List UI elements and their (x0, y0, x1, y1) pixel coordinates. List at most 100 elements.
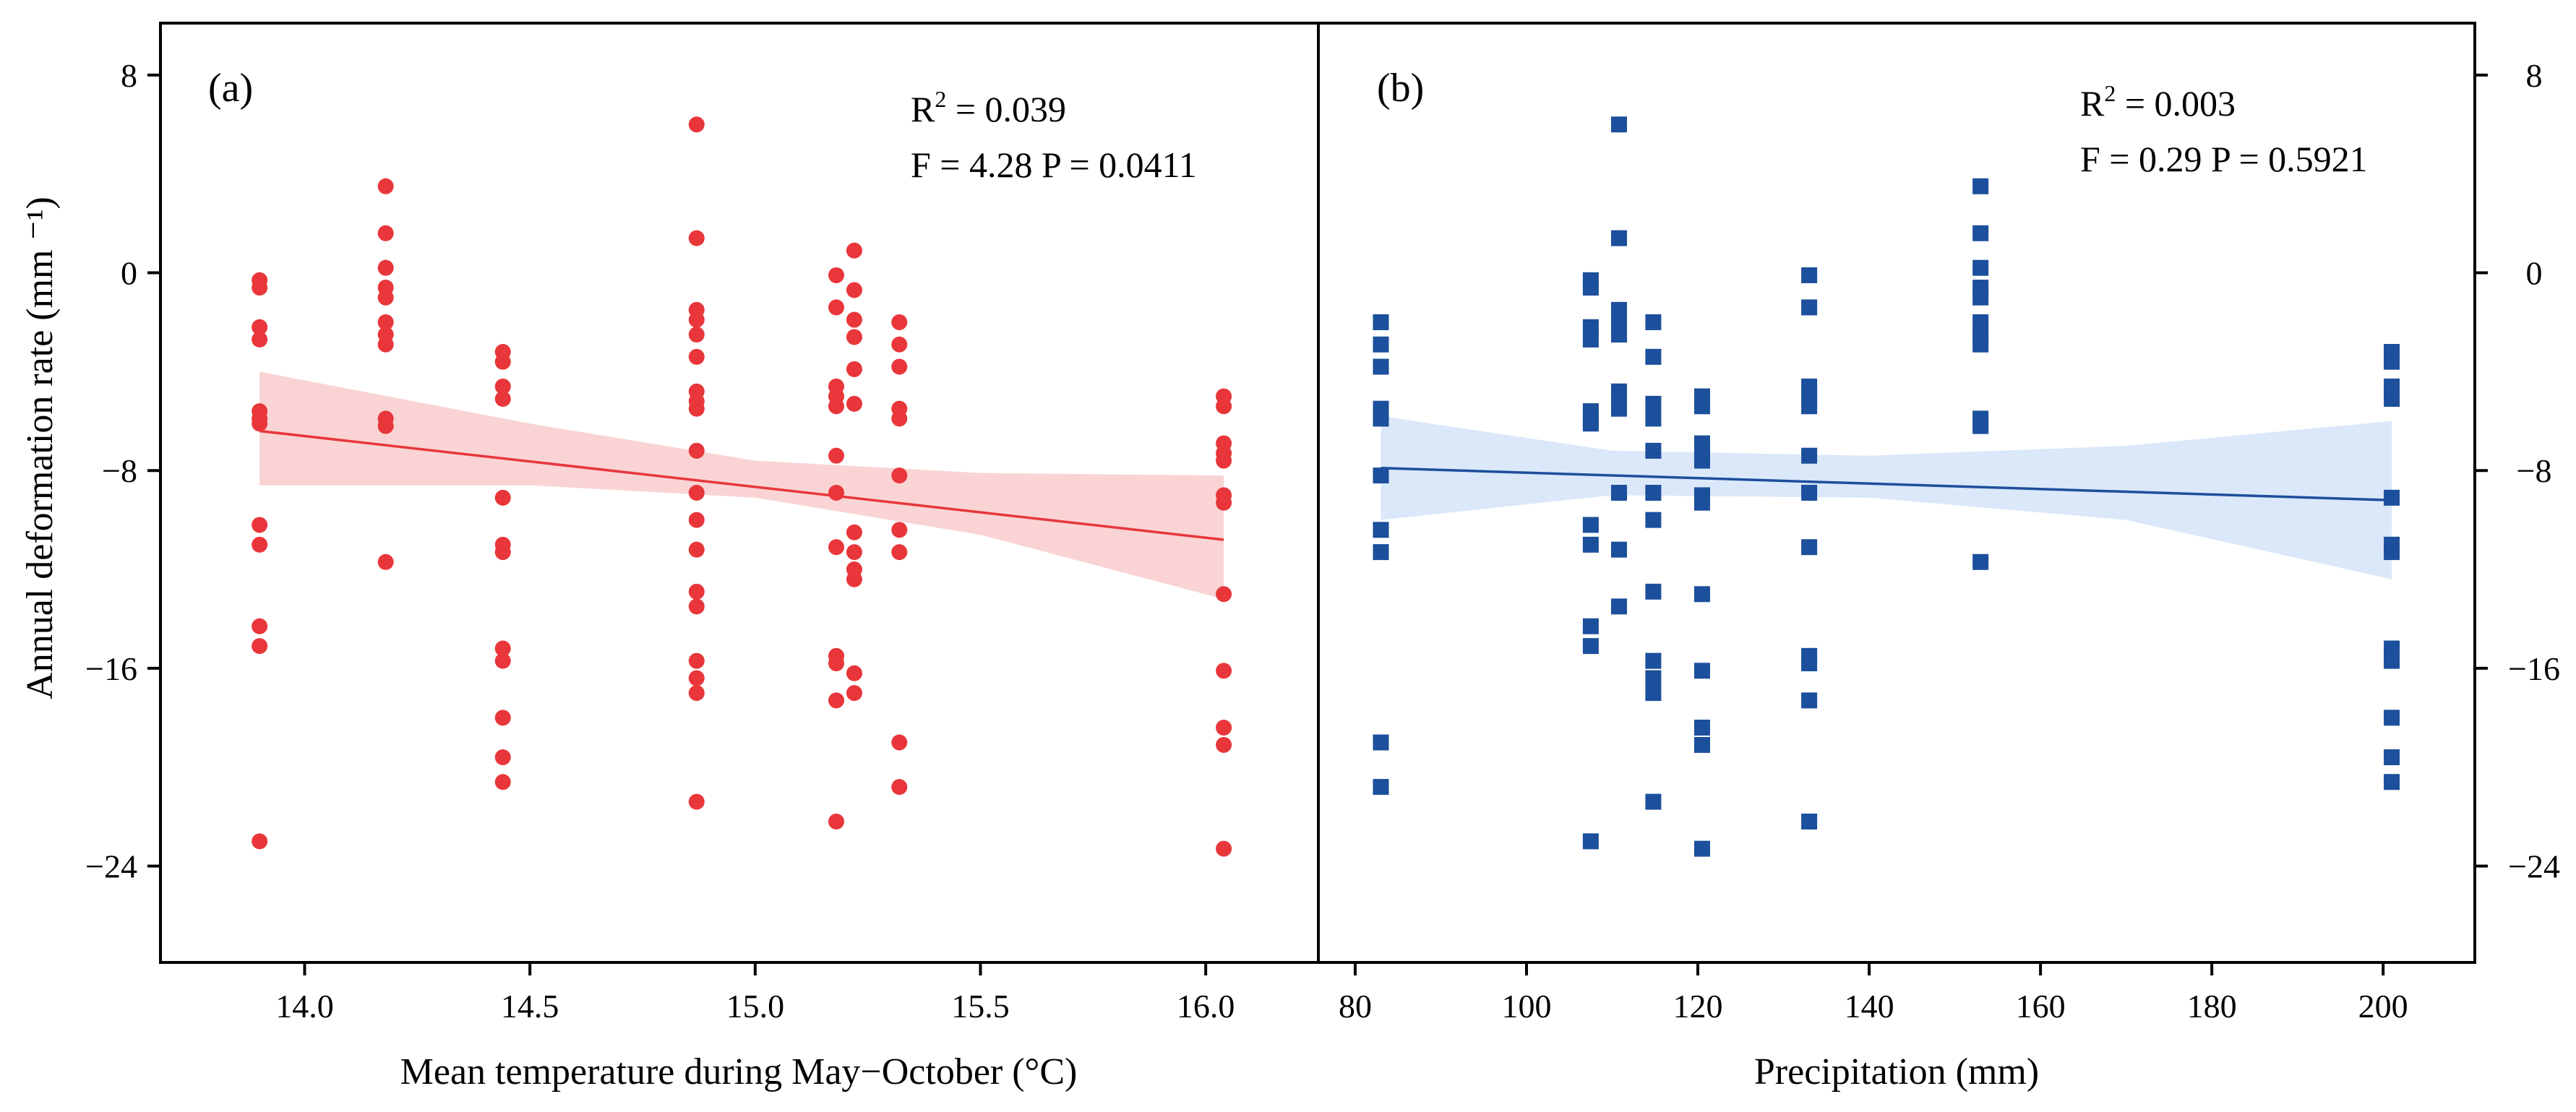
panel-a-data-point (891, 544, 908, 561)
panel-a-data-point (494, 489, 511, 506)
panel-b-data-point (1645, 512, 1662, 528)
panel-a-data-point (846, 311, 862, 328)
panel-b-data-point (1801, 539, 1818, 556)
panel-b-data-point (2384, 652, 2400, 669)
panel-a-data-point (688, 583, 705, 600)
panel-b-label: (b) (1377, 66, 1424, 111)
panel-a-data-point (494, 544, 511, 561)
panel-b-data-point (1611, 598, 1627, 615)
panel-a-data-point (846, 665, 862, 681)
panel-a-data-point (891, 779, 908, 796)
panel-a-data-point (252, 638, 268, 655)
panel-b-data-point (1373, 779, 1389, 796)
panel-b-data-point (2384, 749, 2400, 766)
panel-b-data-point (2384, 544, 2400, 561)
panel-a-y-tick-label: −16 (85, 650, 137, 687)
panel-a-data-point (688, 793, 705, 810)
panel-b-data-point (1972, 178, 1989, 194)
panel-a-data-point (688, 442, 705, 459)
panel-b-data-point (2384, 489, 2400, 506)
panel-b-data-point (1611, 485, 1627, 501)
panel-b-data-point (2384, 640, 2400, 657)
panel-b-data-point (1972, 553, 1989, 570)
panel-b-data-point (1645, 348, 1662, 365)
panel-b-y-tick-label: 8 (2526, 57, 2543, 94)
panel-b-f-p: F = 0.29 P = 0.5921 (2080, 139, 2368, 179)
panel-b-data-point (1693, 494, 1710, 511)
panel-a-x-tick-label: 14.0 (275, 988, 334, 1025)
panel-b-frame (1317, 22, 2476, 964)
panel-a-data-point (828, 398, 845, 415)
panel-b-data-point (1645, 685, 1662, 702)
panel-a-y-tick-label: −24 (85, 848, 137, 885)
panel-a-data-point (494, 710, 511, 726)
panel-a-x-tick-label: 14.5 (501, 988, 559, 1025)
panel-b-data-point (1373, 410, 1389, 427)
panel-a-data-point (828, 539, 845, 556)
panel-a-data-point (891, 522, 908, 538)
panel-a-data-point (377, 553, 394, 570)
panel-b-data-point (1801, 814, 1818, 829)
panel-b-data-point (1693, 586, 1710, 603)
panel-a-r2: R2 = 0.039 (911, 86, 1066, 129)
panel-b-data-point (1801, 655, 1818, 672)
panel-b-data-point (1693, 398, 1710, 415)
panel-b-confidence-band (1381, 415, 2392, 579)
panel-b-x-tick-label: 120 (1673, 988, 1723, 1025)
panel-b-data-point (1373, 544, 1389, 561)
panel-a-data-point (377, 314, 394, 330)
panel-b-data-point (1972, 418, 1989, 434)
panel-a-data-point (494, 391, 511, 407)
panel-b-data-point (1373, 358, 1389, 375)
panel-b-data-point (2384, 774, 2400, 790)
panel-a-data-point (846, 282, 862, 298)
panel-a-label: (a) (208, 66, 253, 111)
panel-b-y-tick-label: −16 (2508, 650, 2560, 687)
panel-b-data-point (1972, 225, 1989, 241)
panel-b-data-point (1645, 395, 1662, 412)
panel-a-data-point (494, 353, 511, 370)
panel-b-data-point (1645, 652, 1662, 669)
panel-a-data-point (891, 410, 908, 427)
panel-a-data-point (891, 314, 908, 330)
panel-a-data-point (846, 329, 862, 345)
panel-b-x-tick-label: 100 (1502, 988, 1552, 1025)
panel-a-data-point (377, 289, 394, 306)
panel-a-data-point (828, 299, 845, 316)
panel-b-data-point (1582, 618, 1599, 634)
panel-a-data-point (252, 833, 268, 850)
panel-b-y-tick-label: −8 (2517, 452, 2552, 489)
panel-b-regression-line (1381, 467, 2392, 502)
panel-a-data-point (1216, 452, 1232, 469)
panel-b-data-point (1582, 638, 1599, 655)
panel-a-x-tick-label: 15.5 (951, 988, 1010, 1025)
panel-b-data-point (1645, 793, 1662, 810)
panel-b-r2: R2 = 0.003 (2080, 80, 2236, 124)
panel-a-data-point (1216, 586, 1232, 603)
panel-b-data-point (1972, 336, 1989, 353)
panel-b-x-axis-title: Precipitation (mm) (1754, 1051, 2039, 1092)
panel-a-data-point (828, 814, 845, 829)
panel-b-data-point (1611, 311, 1627, 328)
panel-b-data-point (1611, 541, 1627, 558)
panel-a-data-point (846, 395, 862, 412)
panel-b-data-point (1693, 736, 1710, 753)
panel-b-data-point (1373, 336, 1389, 353)
panel-a-data-point (494, 749, 511, 766)
panel-b-data-point (1582, 415, 1599, 432)
panel-a-data-point (1216, 736, 1232, 753)
panel-a-data-point (688, 230, 705, 246)
panel-a-data-point (252, 517, 268, 533)
panel-b-data-point (1801, 299, 1818, 316)
panel-a-data-point (377, 336, 394, 353)
panel-b-x-tick-label: 200 (2358, 988, 2408, 1025)
panel-a-data-point (688, 512, 705, 528)
panel-b-data-point (1972, 314, 1989, 330)
panel-a-data-point (688, 348, 705, 365)
panel-b-data-point (1801, 447, 1818, 464)
panel-b-data-point (1645, 583, 1662, 600)
panel-b-data-point (1693, 720, 1710, 736)
panel-a-data-point (252, 280, 268, 296)
